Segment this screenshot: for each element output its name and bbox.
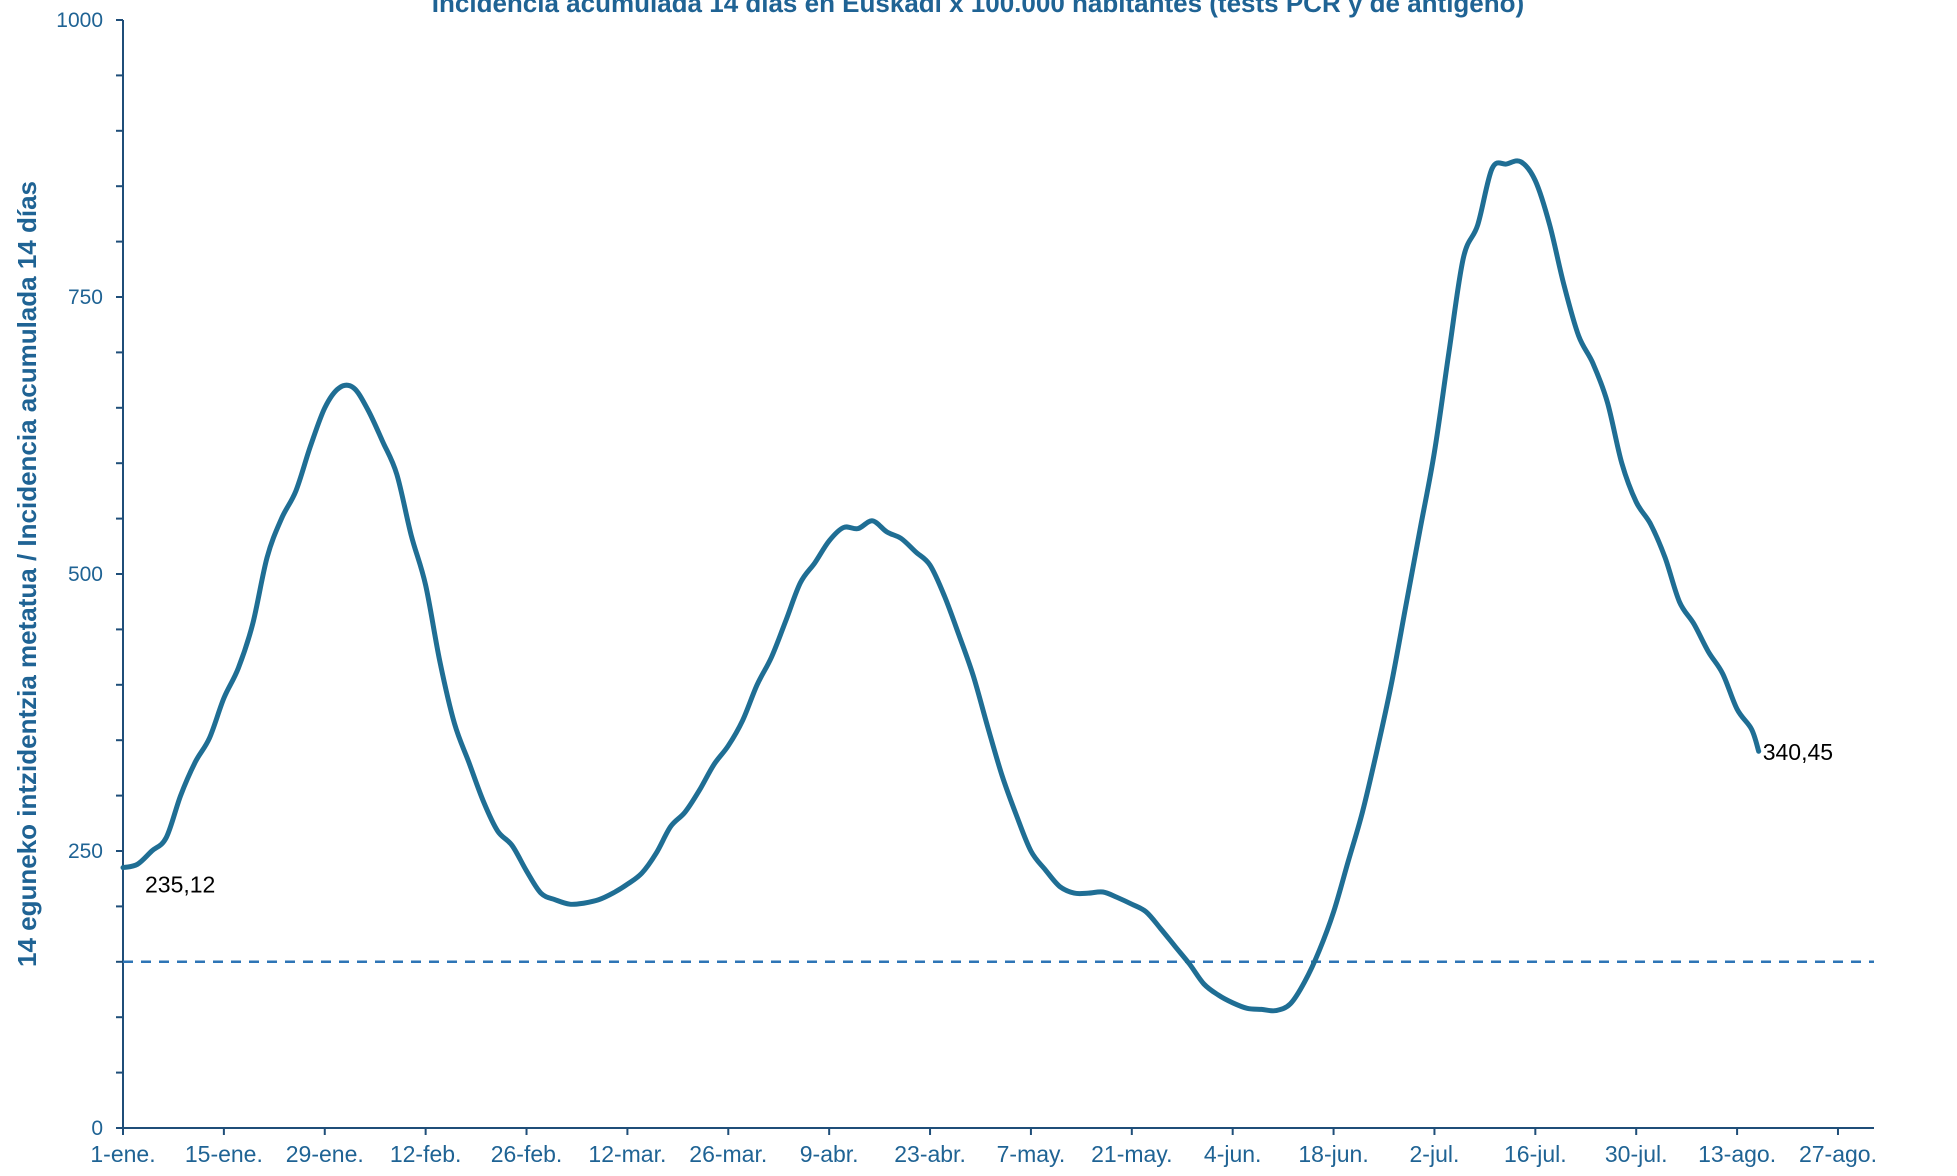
x-tick-label: 23-abr. [894, 1141, 966, 1167]
data-label: 235,12 [145, 871, 215, 897]
y-axis-label: 14 eguneko intzidentzia metatua / Incide… [12, 181, 42, 967]
x-tick-label: 12-feb. [390, 1141, 462, 1167]
x-tick-label: 27-ago. [1799, 1141, 1877, 1167]
x-tick-label: 2-jul. [1410, 1141, 1460, 1167]
y-tick-label: 0 [91, 1117, 103, 1140]
x-tick-label: 26-mar. [689, 1141, 767, 1167]
data-series-line [120, 158, 1762, 1014]
x-tick-label: 7-may. [997, 1141, 1066, 1167]
x-tick-label: 13-ago. [1698, 1141, 1776, 1167]
axes: 0 250 500 750 1000 1-ene. 15-ene. 29-ene. 12-feb… [56, 9, 1877, 1167]
annotations: 235,12 340,45 [145, 739, 1833, 898]
data-label: 340,45 [1763, 739, 1833, 765]
x-tick-label: 9-abr. [800, 1141, 859, 1167]
y-tick-label: 250 [68, 840, 103, 863]
x-tick-label: 4-jun. [1204, 1141, 1262, 1167]
y-tick-label: 1000 [56, 9, 103, 32]
x-tick-label: 21-may. [1091, 1141, 1172, 1167]
chart-title: Incidencia acumulada 14 días en Euskadi … [432, 0, 1524, 18]
y-tick-label: 750 [68, 286, 103, 309]
x-tick-label: 29-ene. [286, 1141, 364, 1167]
x-tick-label: 1-ene. [90, 1141, 155, 1167]
x-tick-label: 15-ene. [185, 1141, 263, 1167]
series-layer [120, 158, 1762, 1014]
x-tick-label: 30-jul. [1605, 1141, 1668, 1167]
y-tick-label: 500 [68, 563, 103, 586]
x-tick-label: 26-feb. [491, 1141, 563, 1167]
x-tick-label: 16-jul. [1504, 1141, 1567, 1167]
x-tick-label: 18-jun. [1298, 1141, 1368, 1167]
x-tick-label: 12-mar. [588, 1141, 666, 1167]
